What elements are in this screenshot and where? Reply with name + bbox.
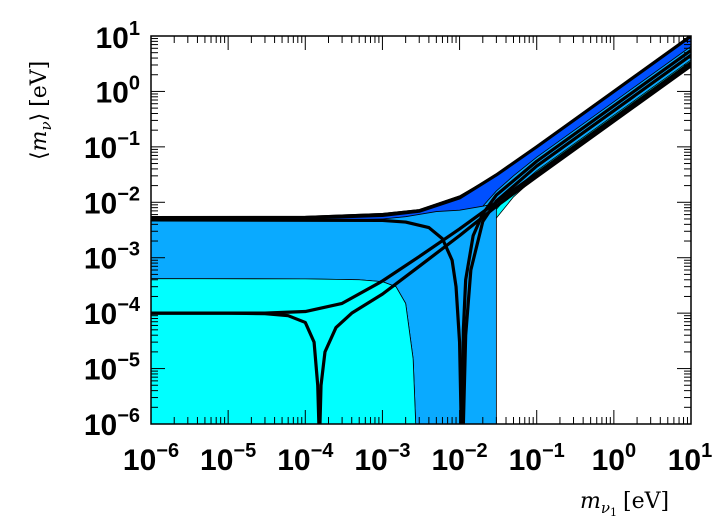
y-tick-label-exponent: 0 — [129, 72, 140, 94]
y-tick-label: 10−1 — [84, 128, 140, 165]
y-tick-label: 100 — [96, 72, 141, 109]
x-tick-label-base: 10 — [123, 444, 156, 477]
x-tick-label: 100 — [592, 440, 637, 477]
mass-curve-6 — [151, 311, 321, 424]
x-tick-label-exponent: 1 — [701, 440, 712, 462]
x-tick-label-base: 10 — [354, 444, 387, 477]
y-tick-label: 10−2 — [84, 183, 140, 220]
x-tick-label: 10−3 — [354, 440, 410, 477]
x-tick-label-base: 10 — [200, 444, 233, 477]
y-tick-label: 101 — [96, 18, 141, 55]
y-tick-label-base: 10 — [96, 22, 129, 55]
x-tick-label: 101 — [668, 440, 713, 477]
y-tick-label: 10−4 — [84, 294, 141, 331]
mass-curve-7 — [318, 64, 691, 424]
y-tick-label: 10−3 — [84, 239, 140, 276]
x-tick-label: 10−4 — [277, 440, 334, 477]
y-axis-title: ⟨mν⟩[eV] — [27, 61, 55, 160]
x-tick-label: 10−1 — [509, 440, 565, 477]
x-tick-label-exponent: −6 — [156, 440, 179, 462]
mass-curve-1 — [151, 36, 691, 220]
y-tick-label-exponent: −6 — [117, 405, 140, 427]
x-tick-label-exponent: −3 — [388, 440, 411, 462]
plot-frame — [150, 35, 692, 425]
x-tick-label-base: 10 — [509, 444, 542, 477]
y-tick-label-base: 10 — [84, 187, 117, 220]
x-tick-label-exponent: −4 — [311, 440, 335, 462]
x-tick-label-base: 10 — [431, 444, 464, 477]
x-tick-label: 10−6 — [123, 440, 179, 477]
x-tick-label-base: 10 — [277, 444, 310, 477]
x-tick-label-exponent: 0 — [625, 440, 636, 462]
x-axis-title: mν1 [eV] — [580, 489, 669, 519]
y-tick-label-base: 10 — [84, 298, 117, 331]
x-tick-label-exponent: −1 — [542, 440, 565, 462]
x-tick-label-base: 10 — [592, 444, 625, 477]
y-tick-label-base: 10 — [84, 132, 117, 165]
x-tick-labels: 10−6 10−5 10−4 10−3 10−2 10−1 100 101 — [123, 440, 712, 477]
y-tick-label: 10−6 — [84, 405, 140, 442]
mass-curves — [151, 36, 691, 424]
y-tick-label-exponent: −5 — [117, 350, 140, 372]
y-tick-label-exponent: −1 — [117, 128, 140, 150]
y-tick-label-exponent: −2 — [117, 183, 140, 205]
x-tick-label-exponent: −2 — [465, 440, 488, 462]
y-tick-label-base: 10 — [84, 409, 117, 442]
y-tick-label-exponent: −3 — [117, 239, 140, 261]
y-tick-label-base: 10 — [84, 243, 117, 276]
axis-ticks — [150, 36, 691, 425]
x-tick-label: 10−2 — [431, 440, 487, 477]
x-tick-label: 10−5 — [200, 440, 256, 477]
x-tick-label-exponent: −5 — [233, 440, 256, 462]
y-tick-label-exponent: −4 — [117, 294, 141, 316]
band-region-5 — [151, 278, 417, 424]
y-tick-label: 10−5 — [84, 350, 140, 387]
y-tick-label-base: 10 — [96, 76, 129, 109]
y-tick-label-exponent: 1 — [129, 18, 140, 40]
x-tick-label-base: 10 — [668, 444, 701, 477]
y-tick-label-base: 10 — [84, 354, 117, 387]
